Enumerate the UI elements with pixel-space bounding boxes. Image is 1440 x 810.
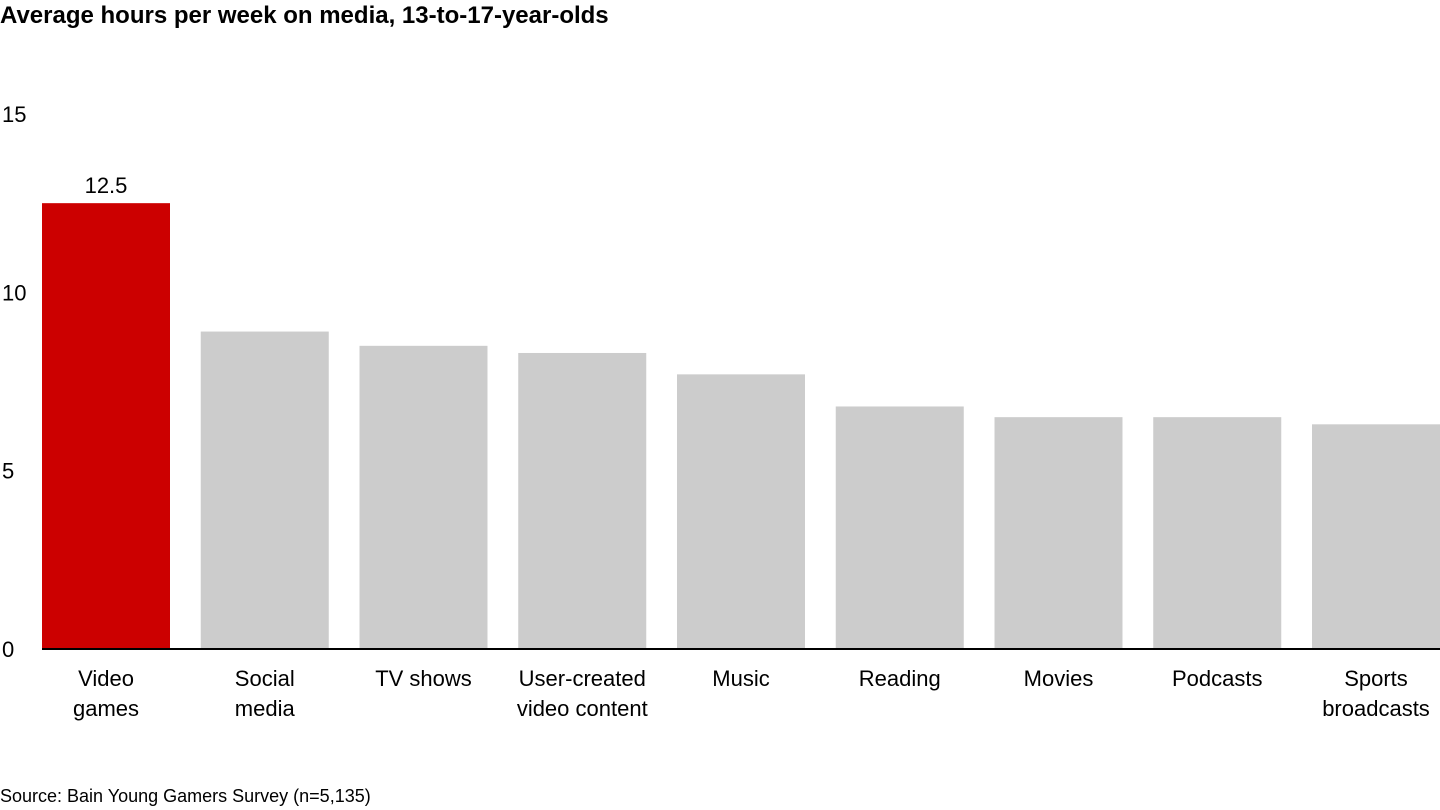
x-axis-labels: Video games Social media TV shows User-create… xyxy=(73,666,1430,721)
x-tick-label: Sports broadcasts xyxy=(1322,666,1430,721)
data-labels: 12.5 xyxy=(85,173,128,198)
y-tick-label: 0 xyxy=(2,637,14,662)
x-tick-label: Reading xyxy=(859,666,941,691)
bar xyxy=(359,345,488,649)
y-tick-label: 5 xyxy=(2,459,14,484)
chart-title: Average hours per week on media, 13-to-1… xyxy=(0,2,609,29)
bar-value-label: 12.5 xyxy=(85,173,128,198)
y-axis-ticks: 0 5 10 15 xyxy=(2,102,26,662)
bar xyxy=(677,374,805,649)
x-tick-label: TV shows xyxy=(375,666,472,691)
x-tick-label: User-created video content xyxy=(517,666,648,721)
y-tick-label: 10 xyxy=(2,280,26,305)
x-tick-label: Video games xyxy=(73,666,139,721)
bar xyxy=(518,352,647,649)
x-tick-label: Music xyxy=(712,666,769,691)
bar xyxy=(200,331,329,649)
x-tick-label: Movies xyxy=(1024,666,1094,691)
chart-source: Source: Bain Young Gamers Survey (n=5,13… xyxy=(0,786,371,806)
bar xyxy=(994,417,1123,649)
bar xyxy=(42,203,170,649)
bar xyxy=(1153,417,1282,649)
bar xyxy=(835,406,964,649)
y-tick-label: 15 xyxy=(2,102,26,127)
bar xyxy=(1312,424,1440,649)
x-tick-label: Podcasts xyxy=(1172,666,1263,691)
x-tick-label: Social media xyxy=(235,666,296,721)
bars xyxy=(42,203,1440,649)
